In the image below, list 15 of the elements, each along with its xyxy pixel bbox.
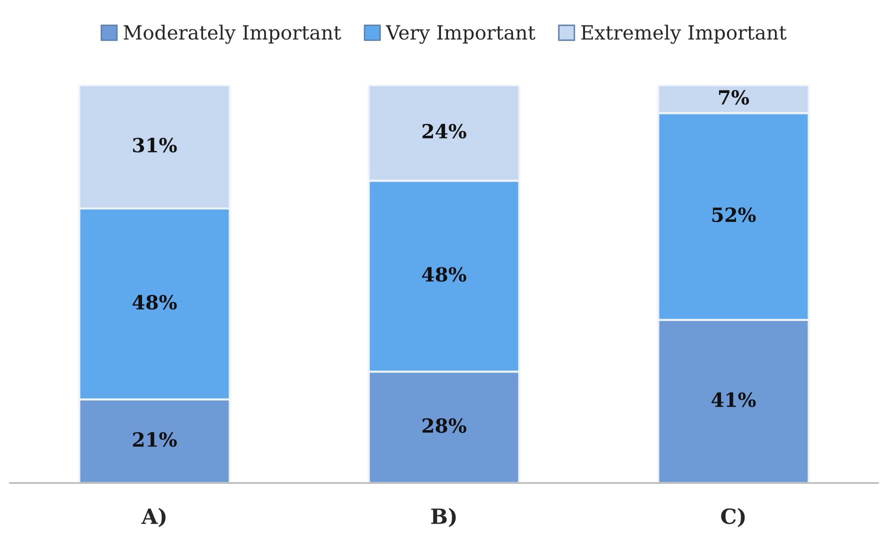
- data-label: 41%: [712, 392, 756, 408]
- legend-label: Moderately Important: [124, 24, 342, 44]
- data-label: 24%: [422, 124, 466, 139]
- data-label: 21%: [133, 432, 177, 447]
- data-label: 52%: [712, 207, 756, 222]
- data-label: 28%: [422, 418, 466, 433]
- data-label: 31%: [133, 138, 177, 152]
- x-tick-label: B): [431, 508, 456, 528]
- x-tick-label: C): [721, 508, 745, 528]
- data-label: 48%: [132, 294, 177, 310]
- legend-label: Very Important: [386, 25, 536, 44]
- x-tick-label: A): [141, 508, 166, 528]
- legend-label: Extremely Important: [581, 24, 786, 44]
- data-label: 48%: [422, 267, 466, 282]
- data-label: 7%: [719, 90, 750, 105]
